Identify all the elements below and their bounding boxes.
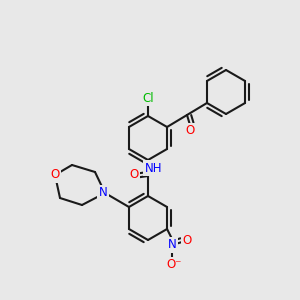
Text: N: N — [168, 238, 176, 251]
Text: O: O — [182, 233, 192, 247]
Text: O: O — [50, 169, 60, 182]
Text: O: O — [185, 124, 195, 137]
Text: NH: NH — [145, 161, 163, 175]
Text: N: N — [99, 187, 107, 200]
Text: O⁻: O⁻ — [166, 259, 182, 272]
Text: Cl: Cl — [142, 92, 154, 104]
Text: O: O — [129, 167, 139, 181]
